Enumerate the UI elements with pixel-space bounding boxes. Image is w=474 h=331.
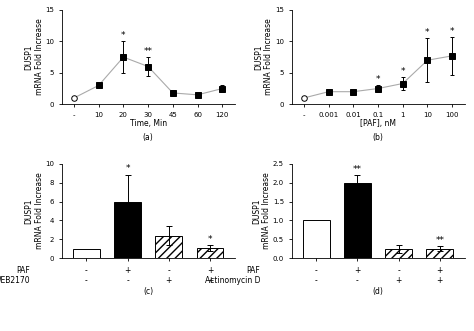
Text: +: + [124, 266, 131, 275]
Text: (c): (c) [143, 287, 153, 296]
Text: Actinomycin D: Actinomycin D [205, 276, 260, 285]
Text: -: - [356, 276, 359, 285]
Text: **: ** [435, 236, 444, 245]
Bar [73, 249, 100, 258]
Text: -: - [85, 276, 88, 285]
Text: +: + [207, 276, 213, 285]
Text: WEB2170: WEB2170 [0, 276, 30, 285]
Text: *: * [125, 164, 130, 173]
Bar [344, 183, 371, 258]
Text: **: ** [353, 166, 362, 174]
Y-axis label: DUSP1
mRNA Fold Increase: DUSP1 mRNA Fold Increase [252, 173, 271, 249]
Y-axis label: DUSP1
mRNA Fold Increase: DUSP1 mRNA Fold Increase [24, 173, 44, 249]
Text: *: * [376, 75, 380, 84]
Text: (d): (d) [373, 287, 383, 296]
Text: *: * [425, 28, 430, 37]
Y-axis label: DUSP1
mRNA Fold Increase: DUSP1 mRNA Fold Increase [254, 19, 273, 95]
X-axis label: [PAF], nM: [PAF], nM [360, 119, 396, 128]
Text: -: - [167, 266, 170, 275]
Bar [427, 249, 453, 258]
Text: +: + [165, 276, 172, 285]
Bar [197, 248, 223, 258]
Text: +: + [207, 266, 213, 275]
Text: -: - [315, 266, 318, 275]
Text: -: - [315, 276, 318, 285]
Text: +: + [437, 266, 443, 275]
Text: *: * [401, 67, 405, 76]
Text: PAF: PAF [246, 266, 260, 275]
Text: (b): (b) [373, 133, 383, 142]
Text: **: ** [144, 47, 153, 56]
Text: +: + [354, 266, 361, 275]
Text: PAF: PAF [17, 266, 30, 275]
Text: -: - [397, 266, 400, 275]
Bar [155, 236, 182, 258]
X-axis label: Time, Min: Time, Min [129, 119, 167, 128]
Text: *: * [121, 31, 126, 40]
Text: *: * [208, 235, 212, 244]
Bar [303, 220, 329, 258]
Bar [114, 202, 141, 258]
Y-axis label: DUSP1
mRNA Fold Increase: DUSP1 mRNA Fold Increase [24, 19, 44, 95]
Text: (a): (a) [143, 133, 154, 142]
Text: +: + [437, 276, 443, 285]
Text: -: - [126, 276, 129, 285]
Text: +: + [395, 276, 402, 285]
Text: -: - [85, 266, 88, 275]
Text: *: * [450, 27, 455, 36]
Bar [385, 249, 412, 258]
